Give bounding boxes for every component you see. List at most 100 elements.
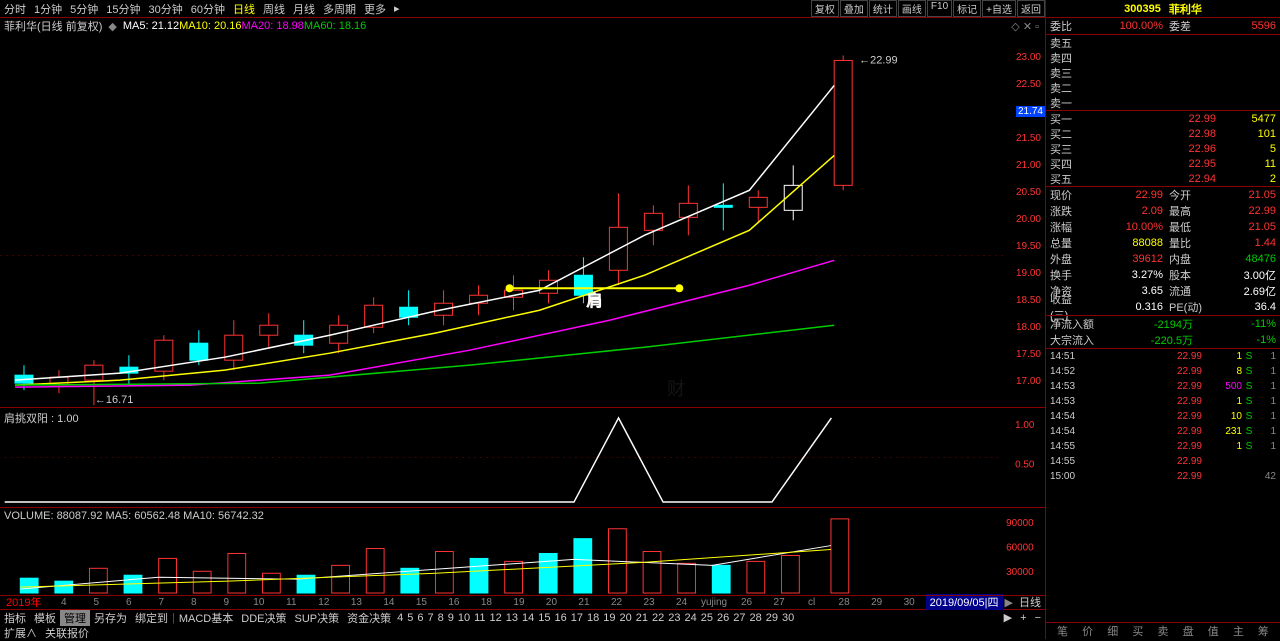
ind-n-25[interactable]: 25 [699, 612, 715, 624]
ind-资金决策[interactable]: 资金决策 [343, 610, 395, 626]
ind-n-26[interactable]: 26 [715, 612, 731, 624]
ind-n-18[interactable]: 18 [585, 612, 601, 624]
ind-管理[interactable]: 管理 [60, 610, 90, 626]
ind-n-5[interactable]: 5 [405, 612, 415, 624]
footer-tab-买[interactable]: 买 [1132, 623, 1143, 639]
ma5-legend: MA5: 21.12 [123, 20, 179, 32]
ind-n-21[interactable]: 21 [634, 612, 650, 624]
footer-tab-价[interactable]: 价 [1082, 623, 1093, 639]
ind-n-30[interactable]: 30 [780, 612, 796, 624]
svg-text:0.50: 0.50 [1015, 459, 1035, 470]
ind-n-23[interactable]: 23 [666, 612, 682, 624]
chart-tools[interactable]: ◇ ✕ ▫ [1011, 20, 1045, 33]
period-label: 日线 [1015, 594, 1045, 610]
ind-n-15[interactable]: 15 [536, 612, 552, 624]
footer-tab-盘[interactable]: 盘 [1183, 623, 1194, 639]
tb-叠加[interactable]: 叠加 [840, 0, 868, 17]
tb-画线[interactable]: 画线 [898, 0, 926, 17]
candlestick-chart[interactable]: 肩←22.99←16.71 23.0022.5022.0021.5021.002… [0, 34, 1045, 408]
period-更多[interactable]: 更多 [360, 4, 390, 16]
date-tick: 7 [145, 597, 178, 608]
ind-n-6[interactable]: 6 [415, 612, 425, 624]
ind-n-19[interactable]: 19 [601, 612, 617, 624]
quote-row: 总量88088量比1.44 [1046, 235, 1280, 251]
ind-另存为[interactable]: 另存为 [90, 610, 131, 626]
nav-right[interactable]: ▶ [1003, 596, 1015, 609]
ask-row: 卖五 [1046, 35, 1280, 50]
date-tick: 16 [438, 597, 471, 608]
tick-row: 14:5422.99231S1 [1046, 424, 1280, 439]
volume-panel[interactable]: VOLUME: 88087.92 MA5: 60562.48 MA10: 567… [0, 508, 1045, 596]
period-30分钟[interactable]: 30分钟 [145, 4, 187, 16]
date-tick: 29 [860, 597, 893, 608]
ind-n-4[interactable]: 4 [395, 612, 405, 624]
bid-row: 买三22.965 [1046, 141, 1280, 156]
tb-+自选[interactable]: +自选 [982, 0, 1016, 17]
ind-指标[interactable]: 指标 [0, 610, 30, 626]
ind-n-9[interactable]: 9 [446, 612, 456, 624]
ind-add[interactable]: + [1016, 612, 1030, 624]
footer-tab-筹[interactable]: 筹 [1258, 623, 1269, 639]
y-label: 20.00 [1016, 214, 1041, 225]
ind-n-8[interactable]: 8 [436, 612, 446, 624]
period-15分钟[interactable]: 15分钟 [102, 4, 144, 16]
date-tick: 23 [633, 597, 666, 608]
footer-tab-笔[interactable]: 笔 [1057, 623, 1068, 639]
period-日线[interactable]: 日线 [229, 4, 259, 16]
ind-n-24[interactable]: 24 [683, 612, 699, 624]
ind-n-7[interactable]: 7 [425, 612, 435, 624]
footer-tab-主[interactable]: 主 [1233, 623, 1244, 639]
ind-n-16[interactable]: 16 [553, 612, 569, 624]
tb-F10[interactable]: F10 [927, 0, 952, 17]
ind-sub[interactable]: − [1031, 612, 1045, 624]
ind-next[interactable]: ▶ [1000, 611, 1016, 624]
ind-模板[interactable]: 模板 [30, 610, 60, 626]
more-arrow[interactable]: ▸ [390, 2, 404, 15]
quote-row: 涨幅10.00%最低21.05 [1046, 219, 1280, 235]
period-多周期[interactable]: 多周期 [319, 4, 360, 16]
footer-tab-卖[interactable]: 卖 [1157, 623, 1168, 639]
ind-n-13[interactable]: 13 [504, 612, 520, 624]
bottom-关联报价[interactable]: 关联报价 [41, 625, 93, 641]
period-周线[interactable]: 周线 [259, 4, 289, 16]
ask-row: 卖二 [1046, 80, 1280, 95]
indicator-panel-1[interactable]: 肩挑双阳 : 1.00 1.000.50 [0, 408, 1045, 508]
ind-n-29[interactable]: 29 [764, 612, 780, 624]
ind-n-17[interactable]: 17 [569, 612, 585, 624]
footer-tab-细[interactable]: 细 [1107, 623, 1118, 639]
tb-标记[interactable]: 标记 [953, 0, 981, 17]
ind-绑定到[interactable]: 绑定到 [131, 610, 172, 626]
ind-n-22[interactable]: 22 [650, 612, 666, 624]
bid-row: 买五22.942 [1046, 171, 1280, 186]
ind-n-14[interactable]: 14 [520, 612, 536, 624]
ind-DDE决策[interactable]: DDE决策 [237, 610, 290, 626]
volume-title: VOLUME: 88087.92 MA5: 60562.48 MA10: 567… [4, 510, 264, 522]
ind-n-10[interactable]: 10 [456, 612, 472, 624]
period-分时[interactable]: 分时 [0, 4, 30, 16]
bid-row: 买二22.98101 [1046, 126, 1280, 141]
y-label: 22.50 [1016, 79, 1041, 90]
y-label: 19.00 [1016, 268, 1041, 279]
tb-统计[interactable]: 统计 [869, 0, 897, 17]
ind-n-12[interactable]: 12 [488, 612, 504, 624]
ind-n-28[interactable]: 28 [748, 612, 764, 624]
period-月线[interactable]: 月线 [289, 4, 319, 16]
ind-SUP决策[interactable]: SUP决策 [290, 610, 343, 626]
ind-n-20[interactable]: 20 [618, 612, 634, 624]
date-tick: 14 [373, 597, 406, 608]
date-tick: 13 [340, 597, 373, 608]
tb-复权[interactable]: 复权 [811, 0, 839, 17]
footer-tab-值[interactable]: 值 [1208, 623, 1219, 639]
tb-返回[interactable]: 返回 [1017, 0, 1045, 17]
ind-n-11[interactable]: 11 [472, 612, 487, 624]
bottom-扩展∧[interactable]: 扩展∧ [0, 625, 41, 641]
date-tick: 26 [730, 597, 763, 608]
y-current: 21.74 [1016, 106, 1045, 117]
y-label: 19.50 [1016, 241, 1041, 252]
period-60分钟[interactable]: 60分钟 [187, 4, 229, 16]
tick-row: 14:5522.991S1 [1046, 439, 1280, 454]
period-1分钟[interactable]: 1分钟 [30, 4, 66, 16]
ind-MACD基本[interactable]: MACD基本 [175, 610, 237, 626]
period-5分钟[interactable]: 5分钟 [66, 4, 102, 16]
ind-n-27[interactable]: 27 [731, 612, 747, 624]
